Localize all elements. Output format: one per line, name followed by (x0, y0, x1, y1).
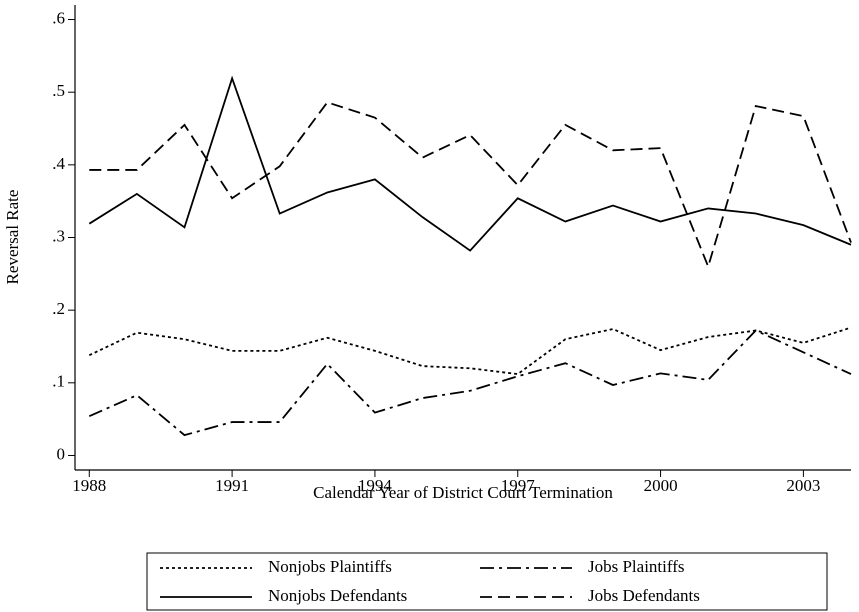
legend-label: Jobs Defendants (588, 586, 700, 605)
series-line (88, 326, 852, 376)
x-axis-label: Calendar Year of District Court Terminat… (313, 483, 613, 502)
series-line (89, 101, 852, 270)
y-tick-label: 0 (57, 444, 66, 463)
y-tick-label: .4 (52, 154, 65, 173)
y-tick-label: .6 (52, 8, 65, 27)
legend-label: Jobs Plaintiffs (588, 557, 685, 576)
x-tick-label: 1997 (501, 476, 536, 495)
x-tick-label: 1988 (72, 476, 106, 495)
y-tick-label: .2 (52, 299, 65, 318)
x-tick-label: 2003 (786, 476, 820, 495)
x-tick-label: 1991 (215, 476, 249, 495)
y-axis-label: Reversal Rate (3, 190, 22, 285)
series-line (88, 329, 852, 437)
legend-box (146, 552, 828, 611)
legend-label: Nonjobs Defendants (268, 586, 407, 605)
y-tick-label: .3 (52, 226, 65, 245)
x-tick-label: 2000 (644, 476, 678, 495)
y-tick-label: .1 (52, 372, 65, 391)
y-tick-label: .5 (52, 81, 65, 100)
legend-label: Nonjobs Plaintiffs (268, 557, 392, 576)
x-tick-label: 1994 (358, 476, 393, 495)
series-line (88, 75, 852, 252)
